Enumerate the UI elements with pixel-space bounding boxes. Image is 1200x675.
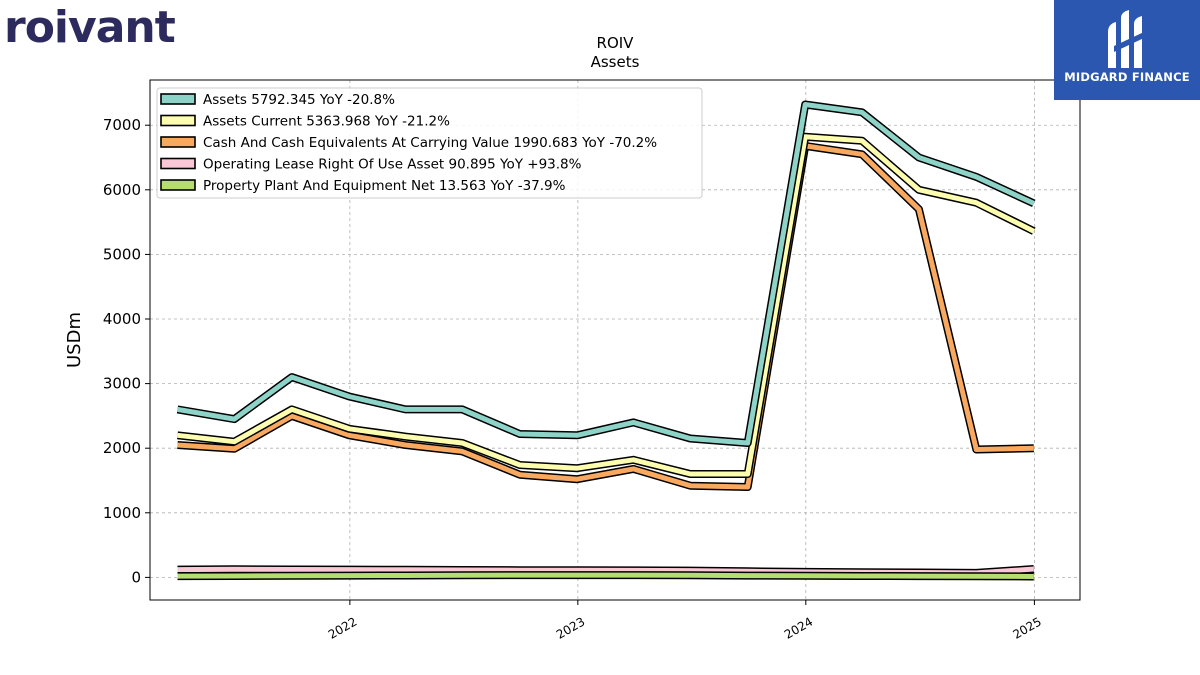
chart-title: ROIV <box>597 34 635 52</box>
legend: Assets 5792.345 YoY -20.8% Assets Current… <box>156 87 703 199</box>
y-tick-label: 1000 <box>103 504 141 522</box>
series-core <box>177 572 1034 579</box>
legend-entry: Assets 5792.345 YoY -20.8% <box>203 92 395 108</box>
series-line-cash-and-cash-equivalents-at-carrying-value <box>177 141 1034 491</box>
legend-swatch <box>160 179 196 191</box>
axes: 0 1000 2000 3000 4000 5000 6000 7000 2022 2023 202… <box>103 116 1044 642</box>
legend-entry: Assets Current 5363.968 YoY -21.2% <box>203 114 450 130</box>
roivant-logo: roivant <box>4 2 176 53</box>
legend-box <box>156 87 703 199</box>
x-tick-label: 2025 <box>1010 614 1043 641</box>
midgard-finance-logo: MIDGARD FINANCE <box>1054 0 1200 100</box>
y-tick-label: 6000 <box>103 181 141 199</box>
y-axis-label: USDm <box>64 312 85 368</box>
series-lines <box>176 100 1036 581</box>
y-tick-label: 7000 <box>103 116 141 134</box>
y-tick-label: 5000 <box>103 245 141 263</box>
plot-frame <box>149 79 1081 601</box>
partner-name: MIDGARD FINANCE <box>1064 70 1190 84</box>
y-tick-label: 4000 <box>103 310 141 328</box>
x-tick-label: 2023 <box>554 614 587 641</box>
y-tick-label: 0 <box>131 568 141 586</box>
x-tick-label: 2022 <box>326 614 359 641</box>
series-core <box>177 102 1035 446</box>
midgard-mark-icon <box>1108 10 1144 68</box>
y-tick-label: 2000 <box>103 439 141 457</box>
legend-entry: Property Plant And Equipment Net 13.563 … <box>203 178 566 194</box>
chart-subtitle: Assets <box>591 53 640 71</box>
legend-entry: Cash And Cash Equivalents At Carrying Va… <box>203 135 657 151</box>
legend-swatch <box>160 157 196 170</box>
series-core <box>177 134 1035 477</box>
legend-swatch <box>160 136 196 148</box>
series-line-assets-current <box>177 132 1036 478</box>
series-line-property-plant-and-equipment-net <box>177 571 1034 581</box>
legend-entry: Operating Lease Right Of Use Asset 90.89… <box>203 157 582 173</box>
series-line-assets <box>176 100 1036 447</box>
y-tick-label: 3000 <box>103 375 141 393</box>
x-tick-label: 2024 <box>782 614 815 641</box>
series-core <box>177 143 1034 490</box>
legend-swatch <box>160 93 196 105</box>
legend-swatch <box>160 114 196 127</box>
